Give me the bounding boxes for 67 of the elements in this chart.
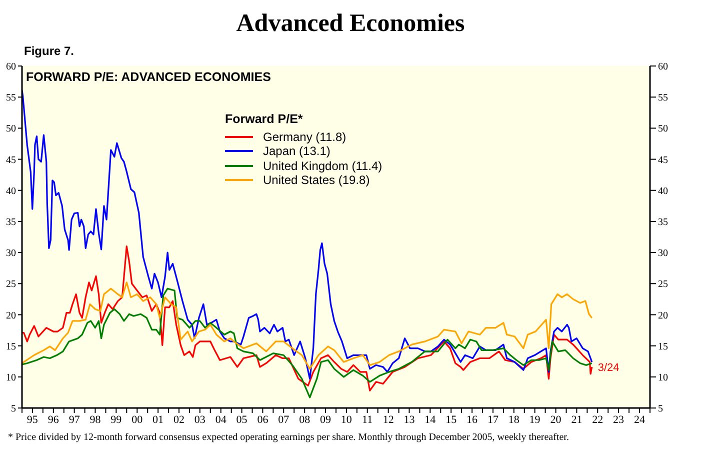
x-tick-label: 19 xyxy=(529,414,541,426)
line-series xyxy=(22,246,593,392)
legend-label: United States (19.8) xyxy=(263,173,370,188)
y2-tick-label: 25 xyxy=(658,279,668,290)
y2-tick-label: 30 xyxy=(658,248,668,260)
x-tick-label: 95 xyxy=(26,414,38,426)
legend-label: Japan (13.1) xyxy=(263,144,330,158)
x-tick-label: 00 xyxy=(132,414,144,426)
line-series xyxy=(22,282,593,370)
y2-tick-label: 15 xyxy=(658,341,668,352)
x-tick-label: 09 xyxy=(320,414,332,426)
y-tick-label: 25 xyxy=(6,279,16,290)
x-tick-label: 23 xyxy=(613,414,625,426)
y-tick-label: 10 xyxy=(6,372,16,384)
y-tick-label: 20 xyxy=(6,310,16,322)
x-tick-label: 15 xyxy=(446,414,458,426)
y2-tick-label: 35 xyxy=(658,217,668,228)
x-tick-label: 99 xyxy=(110,414,122,426)
y2-tick-label: 60 xyxy=(658,62,668,73)
annotation: 3/24 xyxy=(598,362,620,374)
y-tick-label: 35 xyxy=(6,217,16,228)
y-tick-label: 60 xyxy=(6,62,16,73)
x-tick-label: 10 xyxy=(340,414,352,426)
x-tick-label: 12 xyxy=(382,414,394,426)
x-tick-label: 06 xyxy=(257,414,269,426)
x-tick-label: 13 xyxy=(404,414,416,426)
y2-tick-label: 55 xyxy=(658,92,668,104)
legend-label: Germany (11.8) xyxy=(263,130,346,144)
x-tick-label: 02 xyxy=(173,414,184,426)
y-tick-label: 40 xyxy=(6,186,16,197)
x-tick-label: 24 xyxy=(634,414,646,426)
y-tick-label: 50 xyxy=(6,124,16,135)
x-tick-label: 18 xyxy=(508,414,520,426)
y2-tick-label: 5 xyxy=(658,404,663,415)
x-tick-label: 96 xyxy=(48,414,60,426)
x-tick-label: 05 xyxy=(236,414,248,426)
chart-title: Advanced Economies xyxy=(235,10,466,38)
y-tick-label: 5 xyxy=(11,404,16,415)
y-tick-label: 45 xyxy=(6,154,16,166)
x-tick-label: 04 xyxy=(215,414,227,426)
x-tick-label: 21 xyxy=(571,414,582,426)
y-tick-label: 15 xyxy=(6,341,16,352)
x-tick-label: 20 xyxy=(550,414,562,426)
chart-subtitle: FORWARD P/E: ADVANCED ECONOMIES xyxy=(26,70,271,84)
y2-tick-label: 40 xyxy=(658,186,668,197)
legend-label: United Kingdom (11.4) xyxy=(263,158,382,173)
x-tick-label: 14 xyxy=(424,414,436,426)
caption: Figure 7. xyxy=(24,44,74,58)
x-tick-label: 17 xyxy=(487,414,499,426)
legend-title: Forward P/E* xyxy=(225,112,304,126)
y-tick-label: 55 xyxy=(6,92,16,104)
x-tick-label: 07 xyxy=(278,414,290,426)
x-tick-label: 11 xyxy=(362,414,373,426)
y2-tick-label: 20 xyxy=(658,310,668,322)
x-tick-label: 03 xyxy=(194,414,206,426)
x-tick-label: 08 xyxy=(299,414,311,426)
line-series xyxy=(22,288,593,398)
y2-tick-label: 50 xyxy=(658,124,668,135)
x-tick-label: 22 xyxy=(592,414,604,426)
x-tick-label: 16 xyxy=(466,414,478,426)
y-tick-label: 30 xyxy=(6,248,16,260)
text: * Price divided by 12-month forward consensus expected operating earnings per share. Monthly through December 2005, weekly thereafter. xyxy=(8,432,569,443)
x-tick-label: 97 xyxy=(68,414,80,426)
x-tick-label: 98 xyxy=(90,414,102,426)
y2-tick-label: 45 xyxy=(658,154,668,166)
y2-tick-label: 10 xyxy=(658,372,668,384)
x-tick-label: 01 xyxy=(152,414,164,426)
